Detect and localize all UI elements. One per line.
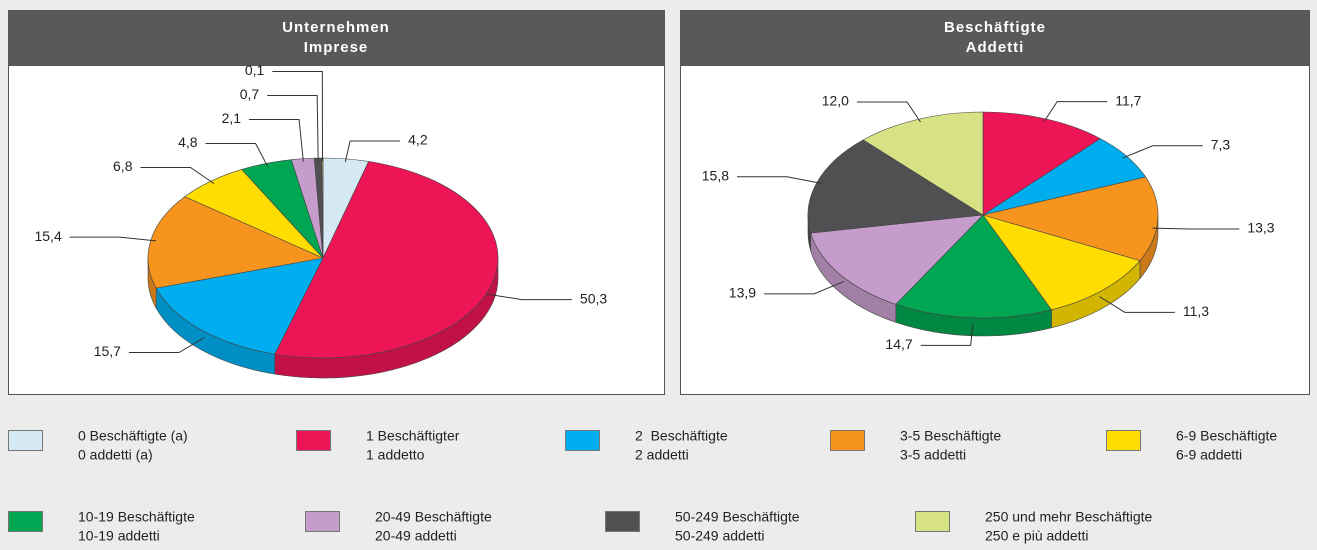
legend-label: 10-19 addetti: [78, 528, 160, 544]
leader-line: [344, 140, 401, 162]
value-label: 12,0: [822, 93, 849, 109]
legend-label: 2 addetti: [635, 447, 689, 463]
leader-line: [69, 236, 156, 242]
legend-label: 3-5 Beschäftigte: [900, 428, 1001, 444]
value-label: 13,9: [729, 285, 756, 301]
value-label: 2,1: [222, 110, 242, 126]
legend-swatch: [915, 511, 950, 532]
legend-label: 6-9 Beschäftigte: [1176, 428, 1277, 444]
leader-line: [856, 101, 921, 123]
value-label: 50,3: [580, 290, 607, 306]
legend-label: 20-49 addetti: [375, 528, 457, 544]
legend-label: 1 Beschäftigter: [366, 428, 460, 444]
slice: [982, 214, 1141, 311]
legend-swatch: [1106, 430, 1141, 451]
chart-title: Beschäftigte: [944, 19, 1046, 36]
legend-label: 3-5 addetti: [900, 447, 966, 463]
legend-swatch: [565, 430, 600, 451]
leader-line: [272, 71, 323, 162]
leader-line: [1043, 101, 1108, 123]
legend-swatch: [8, 511, 43, 532]
legend-label: 6-9 addetti: [1176, 447, 1242, 463]
leader-line: [205, 143, 269, 167]
leader-line: [1152, 227, 1240, 230]
value-label: 15,4: [34, 228, 61, 244]
value-label: 4,2: [408, 132, 428, 148]
leader-line: [1099, 296, 1175, 313]
value-label: 11,3: [1183, 303, 1209, 319]
leader-line: [128, 337, 205, 354]
leader-line: [1122, 145, 1203, 159]
legend-swatch: [830, 430, 865, 451]
value-label: 15,7: [94, 343, 121, 359]
leader-line: [249, 119, 304, 162]
legend-label: 250 und mehr Beschäftigte: [985, 509, 1153, 525]
value-label: 13,3: [1247, 220, 1274, 236]
chart-title: Imprese: [304, 39, 369, 56]
legend-swatch: [305, 511, 340, 532]
value-label: 11,7: [1115, 92, 1141, 108]
slice: [274, 161, 499, 359]
chart-title: Addetti: [966, 39, 1025, 56]
leader-line: [486, 293, 572, 301]
legend-label: 250 e più addetti: [985, 528, 1089, 544]
slice: [981, 176, 1159, 261]
legend-label: 20-49 Beschäftigte: [375, 509, 492, 525]
leader-line: [764, 280, 845, 295]
legend-label: 2 Beschäftigte: [635, 428, 728, 444]
value-label: 14,7: [885, 336, 912, 352]
value-label: 15,8: [702, 167, 729, 183]
legend-label: 0 Beschäftigte (a): [78, 428, 188, 444]
legend-swatch: [605, 511, 640, 532]
value-label: 7,3: [1211, 136, 1231, 152]
leader-line: [267, 95, 319, 162]
value-label: 6,8: [113, 158, 133, 174]
chart-title: Unternehmen: [282, 19, 390, 36]
leader-line: [140, 167, 215, 185]
legend-label: 0 addetti (a): [78, 447, 153, 463]
legend-label: 50-249 addetti: [675, 528, 765, 544]
leader-line: [920, 323, 974, 346]
leader-line: [737, 176, 822, 185]
slice: [155, 257, 324, 355]
value-label: 0,1: [245, 62, 265, 78]
legend-label: 50-249 Beschäftigte: [675, 509, 800, 525]
slice: [895, 214, 1052, 319]
legend-label: 10-19 Beschäftigte: [78, 509, 195, 525]
slice: [810, 214, 984, 305]
legend-swatch: [8, 430, 43, 451]
legend-swatch: [296, 430, 331, 451]
panel-header: [8, 10, 665, 66]
value-label: 0,7: [240, 86, 260, 102]
panel-header: [680, 10, 1310, 66]
value-label: 4,8: [178, 134, 198, 150]
legend-label: 1 addetto: [366, 447, 425, 463]
